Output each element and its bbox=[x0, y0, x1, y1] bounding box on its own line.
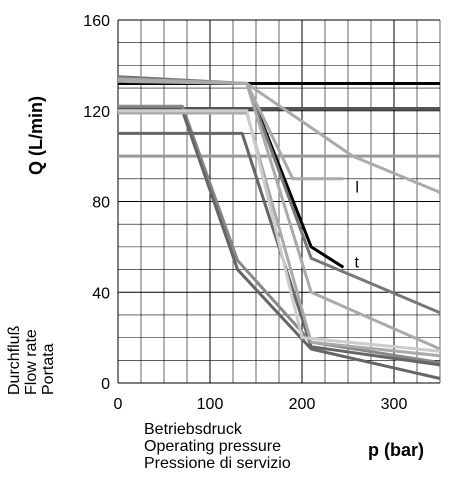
y-tick-label: 80 bbox=[92, 195, 110, 212]
y-tick-label: 160 bbox=[83, 13, 110, 30]
y-desc-line-1: Durchfluß bbox=[6, 325, 23, 395]
series-line-11 bbox=[118, 131, 441, 367]
grid bbox=[117, 19, 441, 384]
y-axis-description: Durchfluß Flow rate Portata bbox=[6, 326, 57, 395]
y-axis-title: Q (L/min) bbox=[26, 96, 46, 175]
x-axis-title: p (bar) bbox=[368, 440, 424, 460]
x-tick-label: 100 bbox=[197, 396, 224, 413]
series-line-6 bbox=[117, 77, 344, 181]
series-line-9 bbox=[118, 104, 441, 365]
series-line-13 bbox=[118, 109, 441, 353]
series-line-12 bbox=[118, 111, 441, 358]
curve-label-t: t bbox=[354, 254, 359, 271]
x-tick-label: 300 bbox=[381, 396, 408, 413]
x-desc-line-3: Pressione di servizio bbox=[144, 455, 291, 472]
x-desc-line-1: Betriebsdruck bbox=[144, 421, 242, 438]
series-layer bbox=[117, 75, 441, 380]
y-tick-label: 120 bbox=[83, 104, 110, 121]
x-desc-line-2: Operating pressure bbox=[144, 438, 281, 455]
y-desc-line-3: Portata bbox=[40, 343, 57, 395]
y-desc-line-2: Flow rate bbox=[23, 329, 40, 395]
x-tick-label: 0 bbox=[114, 396, 123, 413]
x-axis-description: Betriebsdruck Operating pressure Pressio… bbox=[144, 421, 291, 472]
annotations: lt bbox=[354, 179, 359, 271]
y-tick-label: 40 bbox=[92, 285, 110, 302]
curve-label-l: l bbox=[355, 179, 359, 196]
series-line-8 bbox=[117, 79, 441, 351]
tick-labels: 0 100 200 300 0 40 80 120 160 bbox=[83, 13, 407, 413]
y-tick-label: 0 bbox=[101, 376, 110, 393]
x-tick-label: 200 bbox=[289, 396, 316, 413]
